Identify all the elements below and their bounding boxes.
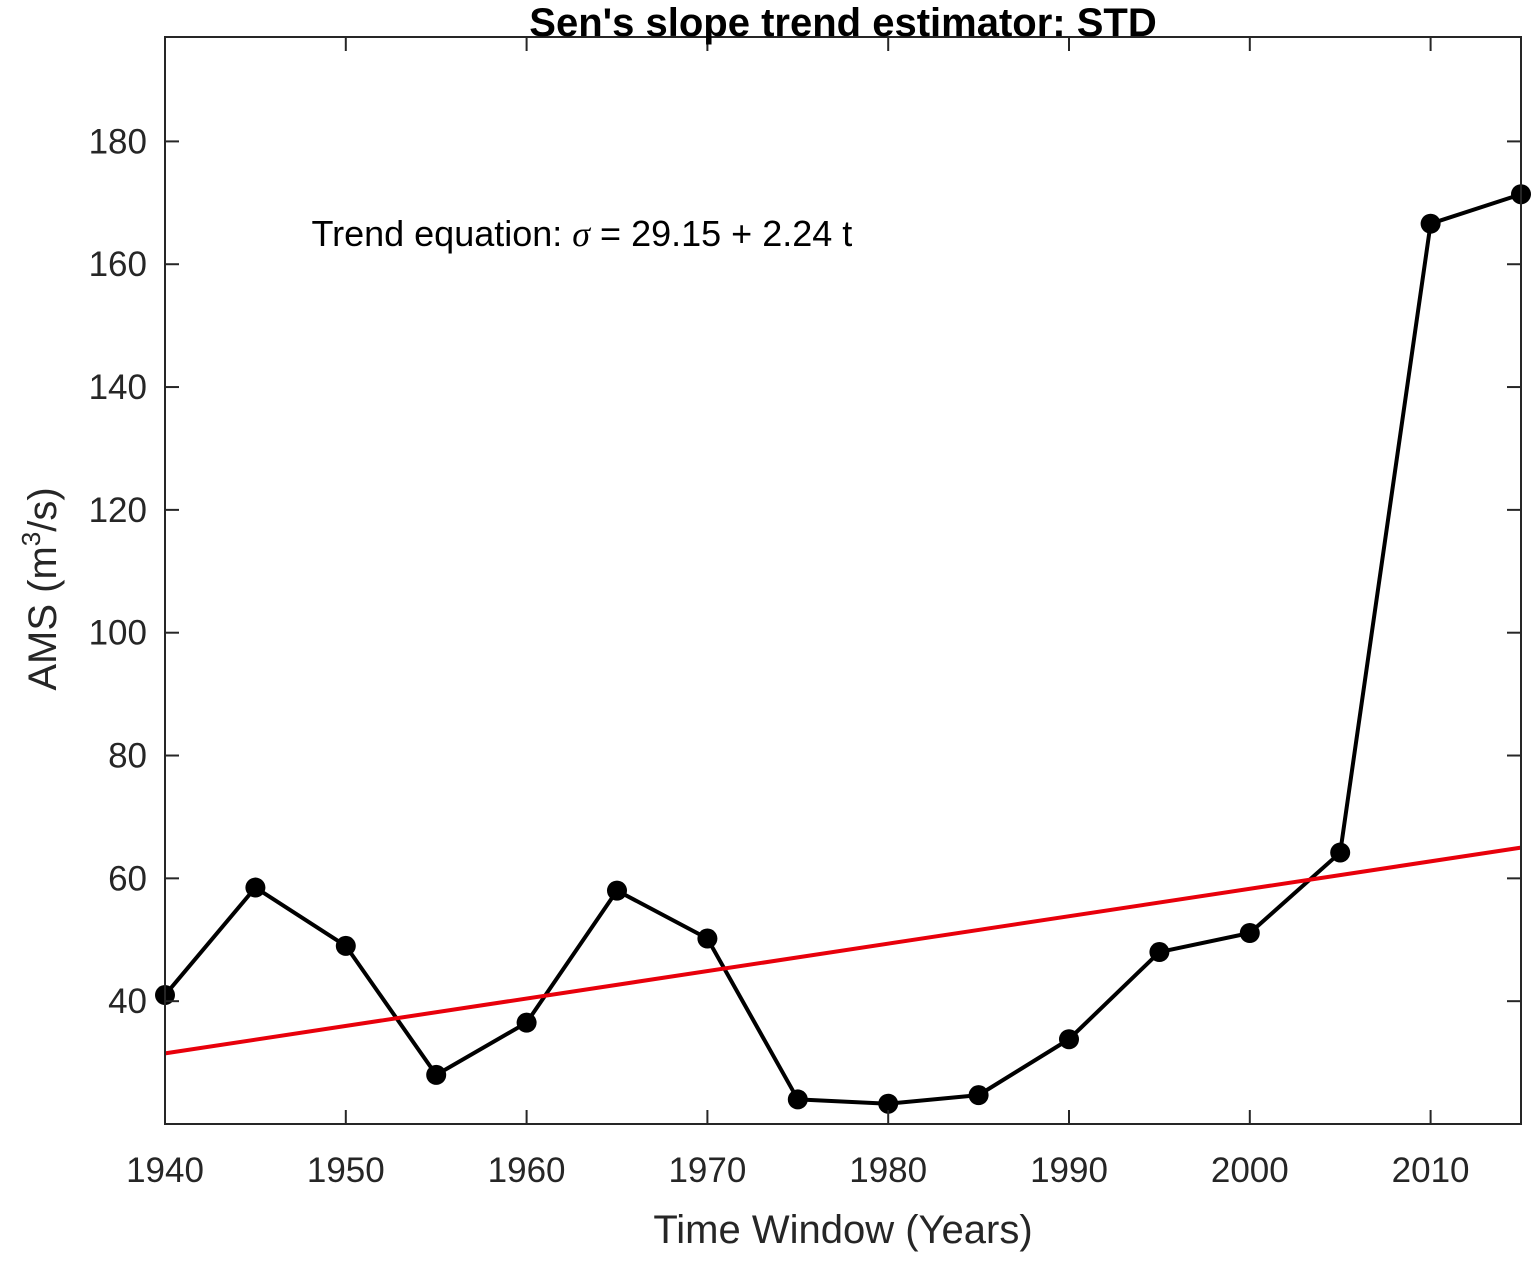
- x-tick-label: 2000: [1211, 1151, 1289, 1190]
- labels: Sen's slope trend estimator: STD Time Wi…: [16, 1, 1157, 1252]
- data-point: [1239, 923, 1260, 944]
- x-tick-label: 1940: [126, 1151, 204, 1190]
- trend-equation-sigma: σ: [572, 214, 591, 254]
- series-line: [163, 192, 1522, 1106]
- plot-area: [155, 184, 1531, 1114]
- y-tick-label: 80: [108, 737, 147, 776]
- y-tick-label: 100: [89, 614, 147, 653]
- y-tick-label: 180: [89, 122, 147, 161]
- trend-equation-suffix: = 29.15 + 2.24 t: [590, 213, 852, 254]
- data-point: [1149, 942, 1170, 963]
- y-tick-label: 60: [108, 859, 147, 898]
- x-tick-label: 1970: [668, 1151, 746, 1190]
- data-point: [1059, 1029, 1079, 1050]
- data-point: [697, 928, 718, 949]
- x-tick-label: 1990: [1030, 1151, 1108, 1190]
- trend-equation-prefix: Trend equation:: [311, 213, 572, 254]
- y-tick-label: 40: [108, 982, 147, 1021]
- x-axis-title: Time Window (Years): [653, 1208, 1032, 1252]
- data-point: [1330, 842, 1351, 863]
- data-point: [516, 1012, 537, 1033]
- x-tick-label: 1960: [488, 1151, 566, 1190]
- x-tick-label: 1980: [849, 1151, 927, 1190]
- trend-line: [164, 845, 1522, 1056]
- data-point: [878, 1093, 899, 1114]
- y-tick-label: 140: [89, 368, 147, 407]
- y-tick-label: 160: [89, 245, 147, 284]
- y-axis-title-superscript: 3: [16, 532, 46, 546]
- axes: 1940 1950 1960 1970 1980 1990 2000 2010 40 60 80 10…: [89, 36, 1522, 1190]
- data-point: [426, 1064, 447, 1085]
- y-axis-title: AMS (m3/s): [16, 487, 65, 690]
- data-point: [335, 935, 356, 956]
- x-tick-label: 1950: [307, 1151, 385, 1190]
- data-point: [1420, 213, 1441, 234]
- data-point: [787, 1089, 808, 1110]
- chart-title: Sen's slope trend estimator: STD: [529, 1, 1156, 45]
- data-point: [607, 880, 627, 901]
- data-point: [245, 877, 266, 898]
- x-tick-label: 2010: [1392, 1151, 1470, 1190]
- y-axis-title-prefix: AMS (m: [21, 546, 65, 690]
- axes-box: [164, 36, 1522, 1125]
- trend-equation-annotation: Trend equation: σ = 29.15 + 2.24 t: [311, 213, 852, 254]
- y-axis-title-suffix: /s): [21, 487, 65, 531]
- y-tick-label: 120: [89, 491, 147, 530]
- data-point: [968, 1085, 989, 1106]
